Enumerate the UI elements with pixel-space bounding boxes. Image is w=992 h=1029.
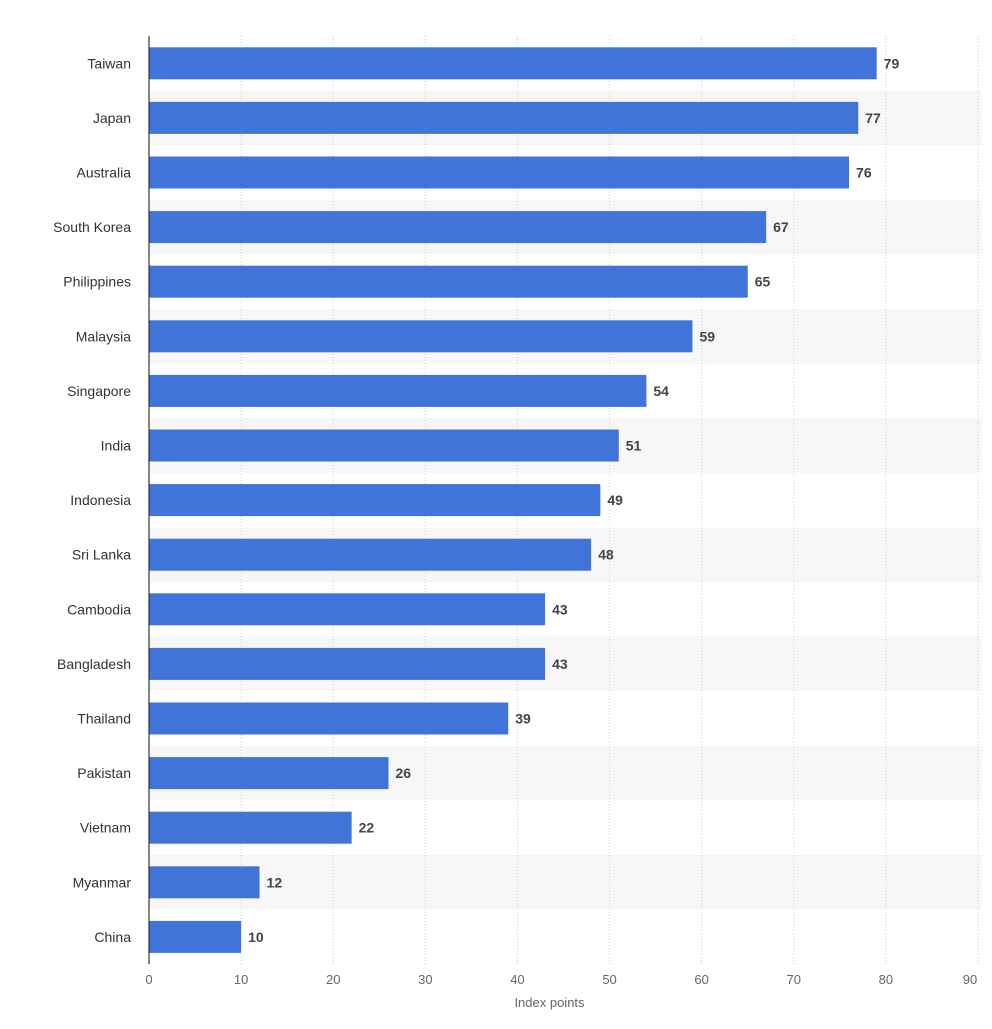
data-label: 77 — [865, 110, 881, 126]
category-label: Philippines — [63, 274, 131, 290]
x-tick-label: 50 — [602, 972, 616, 987]
bar — [149, 593, 546, 626]
category-label: Myanmar — [73, 874, 132, 890]
data-labels: 79 77 76 67 65 59 54 51 49 48 43 43 39 26 22 12 10 — [248, 55, 899, 945]
bar — [149, 647, 546, 680]
category-label: Singapore — [67, 383, 131, 399]
x-tick-label: 30 — [418, 972, 432, 987]
category-label: Japan — [93, 110, 131, 126]
category-label: Malaysia — [76, 328, 131, 344]
category-label: South Korea — [53, 219, 131, 235]
x-tick-label: 60 — [694, 972, 708, 987]
data-label: 26 — [395, 765, 411, 781]
x-tick-label: 10 — [234, 972, 248, 987]
data-label: 54 — [653, 383, 669, 399]
data-label: 12 — [267, 874, 283, 890]
data-label: 49 — [607, 492, 623, 508]
x-axis-title: Index points — [514, 995, 585, 1010]
bar — [149, 757, 389, 790]
x-tick-label: 20 — [326, 972, 340, 987]
bar — [149, 101, 859, 134]
bar — [149, 211, 767, 244]
data-label: 48 — [598, 547, 614, 563]
x-tick-label: 40 — [510, 972, 524, 987]
bar — [149, 265, 748, 298]
data-label: 22 — [359, 820, 375, 836]
category-label: Indonesia — [70, 492, 131, 508]
bar — [149, 156, 850, 189]
data-label: 67 — [773, 219, 789, 235]
bar — [149, 374, 647, 407]
category-label: Taiwan — [87, 55, 131, 71]
bar — [149, 320, 693, 353]
category-label: Bangladesh — [57, 656, 131, 672]
data-label: 65 — [755, 274, 771, 290]
category-label: Cambodia — [67, 601, 131, 617]
category-label: Pakistan — [77, 765, 131, 781]
category-labels: Taiwan Japan Australia South Korea Philippin… — [53, 55, 131, 945]
x-tick-label: 70 — [787, 972, 801, 987]
data-label: 51 — [626, 438, 642, 454]
bar — [149, 866, 260, 899]
bar — [149, 702, 509, 735]
data-label: 43 — [552, 656, 568, 672]
data-label: 39 — [515, 711, 531, 727]
data-label: 59 — [699, 328, 715, 344]
row-band — [149, 855, 982, 910]
category-label: Vietnam — [80, 820, 131, 836]
bar — [149, 429, 619, 462]
x-axis-tick-labels: 0 10 20 30 40 50 60 70 80 90 — [145, 972, 977, 987]
data-label: 76 — [856, 165, 872, 181]
bar — [149, 47, 877, 80]
x-tick-label: 80 — [879, 972, 893, 987]
bar — [149, 538, 592, 571]
data-label: 79 — [884, 55, 900, 71]
category-label: Thailand — [77, 711, 131, 727]
category-label: Australia — [77, 165, 132, 181]
bar — [149, 484, 601, 517]
category-label: China — [94, 929, 131, 945]
data-label: 43 — [552, 601, 568, 617]
category-label: Sri Lanka — [72, 547, 131, 563]
bar — [149, 811, 352, 844]
data-label: 10 — [248, 929, 264, 945]
x-tick-label: 90 — [963, 972, 977, 987]
bars — [149, 47, 877, 953]
category-label: India — [101, 438, 132, 454]
bar — [149, 920, 242, 953]
x-tick-label: 0 — [145, 972, 152, 987]
